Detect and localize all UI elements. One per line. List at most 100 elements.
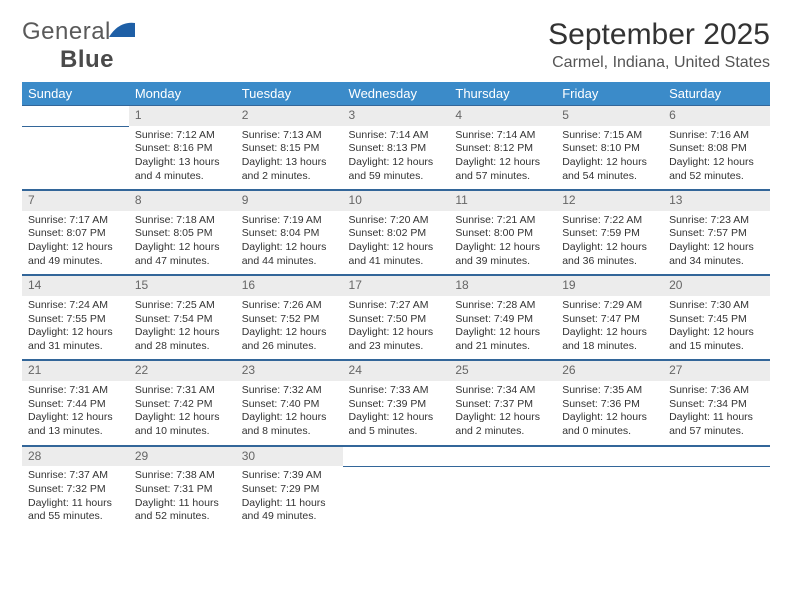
day-info-line: Daylight: 12 hours and 44 minutes. [242,241,337,268]
day-info-line: Sunrise: 7:35 AM [562,384,657,398]
day-number: 13 [663,190,770,211]
day-info-line: Sunset: 7:36 PM [562,398,657,412]
day-body: Sunrise: 7:32 AMSunset: 7:40 PMDaylight:… [236,381,343,445]
calendar-cell: 2Sunrise: 7:13 AMSunset: 8:15 PMDaylight… [236,105,343,190]
day-info-line: Sunset: 8:02 PM [349,227,444,241]
day-number: 2 [236,105,343,126]
logo-text-2: Blue [60,46,114,73]
day-info-line: Sunrise: 7:39 AM [242,469,337,483]
day-number: 10 [343,190,450,211]
day-info-line: Sunrise: 7:32 AM [242,384,337,398]
day-number: 26 [556,360,663,381]
location-text: Carmel, Indiana, United States [548,54,770,72]
calendar-cell: 7Sunrise: 7:17 AMSunset: 8:07 PMDaylight… [22,190,129,275]
day-number: 15 [129,275,236,296]
calendar-cell: 30Sunrise: 7:39 AMSunset: 7:29 PMDayligh… [236,445,343,530]
day-info-line: Sunrise: 7:36 AM [669,384,764,398]
day-info-line: Sunrise: 7:27 AM [349,299,444,313]
calendar-cell: 22Sunrise: 7:31 AMSunset: 7:42 PMDayligh… [129,360,236,445]
day-info-line: Daylight: 13 hours and 2 minutes. [242,156,337,183]
day-body [22,126,129,188]
day-info-line: Daylight: 11 hours and 52 minutes. [135,497,230,524]
calendar-cell: 16Sunrise: 7:26 AMSunset: 7:52 PMDayligh… [236,275,343,360]
calendar-cell: 1Sunrise: 7:12 AMSunset: 8:16 PMDaylight… [129,105,236,190]
day-info-line: Daylight: 12 hours and 41 minutes. [349,241,444,268]
day-header: Monday [129,82,236,105]
calendar-cell: 9Sunrise: 7:19 AMSunset: 8:04 PMDaylight… [236,190,343,275]
day-info-line: Sunset: 8:16 PM [135,142,230,156]
day-info-line: Sunrise: 7:14 AM [455,129,550,143]
day-info-line: Daylight: 12 hours and 36 minutes. [562,241,657,268]
day-info-line: Sunset: 7:32 PM [28,483,123,497]
day-info-line: Sunset: 8:13 PM [349,142,444,156]
day-info-line: Sunrise: 7:19 AM [242,214,337,228]
day-header: Wednesday [343,82,450,105]
day-body [663,466,770,528]
day-number: 23 [236,360,343,381]
day-info-line: Sunset: 8:15 PM [242,142,337,156]
day-info-line: Sunset: 7:50 PM [349,313,444,327]
day-info-line: Sunset: 7:45 PM [669,313,764,327]
day-body: Sunrise: 7:39 AMSunset: 7:29 PMDaylight:… [236,466,343,530]
day-body: Sunrise: 7:14 AMSunset: 8:12 PMDaylight:… [449,126,556,190]
day-info-line: Daylight: 12 hours and 26 minutes. [242,326,337,353]
logo-text: General Blue [22,18,135,74]
day-info-line: Sunrise: 7:26 AM [242,299,337,313]
day-info-line: Daylight: 12 hours and 39 minutes. [455,241,550,268]
day-info-line: Sunset: 7:31 PM [135,483,230,497]
day-info-line: Daylight: 12 hours and 28 minutes. [135,326,230,353]
day-number: 1 [129,105,236,126]
day-info-line: Sunset: 7:42 PM [135,398,230,412]
day-body: Sunrise: 7:35 AMSunset: 7:36 PMDaylight:… [556,381,663,445]
day-info-line: Daylight: 12 hours and 5 minutes. [349,411,444,438]
day-info-line: Sunrise: 7:15 AM [562,129,657,143]
calendar-cell [22,105,129,190]
day-number: 14 [22,275,129,296]
calendar-cell: 5Sunrise: 7:15 AMSunset: 8:10 PMDaylight… [556,105,663,190]
day-info-line: Sunset: 7:39 PM [349,398,444,412]
day-number [449,446,556,467]
calendar-cell: 3Sunrise: 7:14 AMSunset: 8:13 PMDaylight… [343,105,450,190]
day-header: Saturday [663,82,770,105]
logo-swoosh-icon [109,21,135,39]
day-info-line: Sunrise: 7:31 AM [28,384,123,398]
day-number: 22 [129,360,236,381]
day-info-line: Sunset: 7:55 PM [28,313,123,327]
day-body: Sunrise: 7:18 AMSunset: 8:05 PMDaylight:… [129,211,236,275]
day-body: Sunrise: 7:36 AMSunset: 7:34 PMDaylight:… [663,381,770,445]
day-info-line: Sunset: 7:37 PM [455,398,550,412]
day-body: Sunrise: 7:27 AMSunset: 7:50 PMDaylight:… [343,296,450,360]
day-number: 16 [236,275,343,296]
day-body: Sunrise: 7:26 AMSunset: 7:52 PMDaylight:… [236,296,343,360]
calendar-cell [343,445,450,530]
day-number: 11 [449,190,556,211]
calendar-cell: 11Sunrise: 7:21 AMSunset: 8:00 PMDayligh… [449,190,556,275]
day-info-line: Sunrise: 7:17 AM [28,214,123,228]
day-number: 28 [22,446,129,467]
calendar-cell: 17Sunrise: 7:27 AMSunset: 7:50 PMDayligh… [343,275,450,360]
day-body: Sunrise: 7:30 AMSunset: 7:45 PMDaylight:… [663,296,770,360]
day-header: Sunday [22,82,129,105]
day-number: 9 [236,190,343,211]
day-info-line: Sunset: 8:08 PM [669,142,764,156]
day-body: Sunrise: 7:31 AMSunset: 7:44 PMDaylight:… [22,381,129,445]
day-info-line: Daylight: 12 hours and 13 minutes. [28,411,123,438]
calendar-cell: 13Sunrise: 7:23 AMSunset: 7:57 PMDayligh… [663,190,770,275]
day-body: Sunrise: 7:17 AMSunset: 8:07 PMDaylight:… [22,211,129,275]
day-header: Friday [556,82,663,105]
calendar-cell: 15Sunrise: 7:25 AMSunset: 7:54 PMDayligh… [129,275,236,360]
calendar-week-row: 21Sunrise: 7:31 AMSunset: 7:44 PMDayligh… [22,360,770,445]
day-info-line: Daylight: 12 hours and 2 minutes. [455,411,550,438]
calendar-cell: 25Sunrise: 7:34 AMSunset: 7:37 PMDayligh… [449,360,556,445]
calendar-cell: 10Sunrise: 7:20 AMSunset: 8:02 PMDayligh… [343,190,450,275]
day-info-line: Daylight: 12 hours and 8 minutes. [242,411,337,438]
day-info-line: Sunrise: 7:30 AM [669,299,764,313]
day-info-line: Sunset: 8:00 PM [455,227,550,241]
day-header: Thursday [449,82,556,105]
day-body: Sunrise: 7:19 AMSunset: 8:04 PMDaylight:… [236,211,343,275]
day-info-line: Daylight: 11 hours and 57 minutes. [669,411,764,438]
day-info-line: Sunrise: 7:22 AM [562,214,657,228]
day-number: 18 [449,275,556,296]
day-info-line: Sunset: 7:44 PM [28,398,123,412]
day-number: 24 [343,360,450,381]
